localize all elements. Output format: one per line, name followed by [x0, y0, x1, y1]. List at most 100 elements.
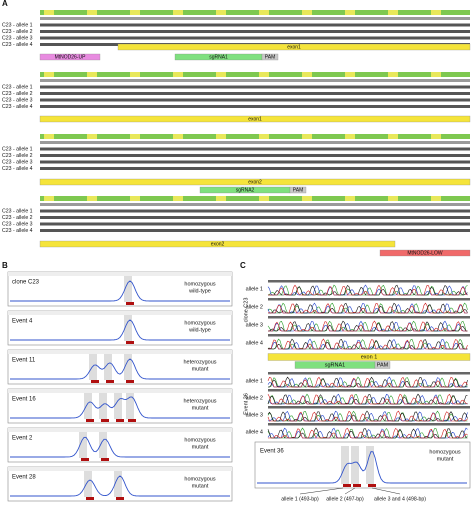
allele-label: allele 2 — [246, 304, 263, 310]
size-marker — [126, 341, 134, 344]
sequence — [40, 222, 470, 226]
size-marker — [86, 419, 94, 422]
sequence — [40, 154, 470, 157]
ruler-segment — [259, 134, 269, 139]
highlight — [89, 354, 97, 380]
row-label: C23 - allele 4 — [2, 166, 33, 172]
size-marker — [128, 419, 136, 422]
genotype: homozygous — [184, 281, 215, 287]
feature-bar — [374, 361, 391, 369]
base-calls — [268, 316, 470, 319]
trace — [257, 451, 467, 484]
axis-strip — [8, 428, 232, 432]
row-label: C23 - allele 1 — [2, 146, 33, 152]
ruler-segment — [302, 10, 312, 15]
ruler — [40, 134, 470, 139]
size-marker — [126, 380, 134, 383]
row-label: C23 - allele 3 — [2, 159, 33, 165]
size-marker — [101, 458, 109, 461]
ruler-segment — [216, 134, 226, 139]
trace — [267, 427, 468, 439]
genotype: homozygous — [184, 320, 215, 326]
base-calls — [268, 280, 470, 283]
ruler-segment — [173, 72, 183, 77]
ruler-segment — [259, 10, 269, 15]
ruler-segment — [259, 196, 269, 201]
sequence — [40, 167, 470, 170]
size-marker — [116, 419, 124, 422]
trace — [267, 427, 468, 439]
feature-bar — [39, 115, 471, 123]
axis-strip — [8, 311, 232, 315]
feature-label: PAM — [377, 362, 389, 368]
genotype: mutant — [192, 366, 209, 372]
trace — [267, 393, 468, 405]
trace — [267, 284, 468, 296]
trace — [268, 320, 468, 332]
genotype: mutant — [192, 405, 209, 411]
size-marker — [368, 484, 376, 487]
sequence — [40, 85, 470, 89]
row-label: C23 - allele 4 — [2, 104, 33, 110]
ruler-segment — [216, 196, 226, 201]
genotype: wild-type — [188, 288, 211, 294]
size-marker — [86, 497, 94, 500]
highlight — [99, 393, 107, 419]
allele-label: allele 1 — [246, 378, 263, 384]
row-label: C23 - allele 1 — [2, 208, 33, 214]
axis-strip — [8, 350, 232, 354]
axis-strip — [8, 272, 232, 276]
trace — [268, 338, 468, 350]
ruler — [40, 72, 470, 77]
base-calls — [268, 406, 470, 409]
highlight — [84, 393, 92, 419]
graph-label: Event 4 — [12, 319, 33, 325]
row-label: C23 - allele 2 — [2, 91, 33, 97]
allele-label: allele 2 — [246, 395, 263, 401]
chromatogram — [267, 423, 470, 439]
pointer — [299, 487, 344, 495]
base-calls — [268, 298, 470, 301]
highlight — [126, 393, 134, 419]
ruler-segment — [388, 72, 398, 77]
genotype: homozygous — [429, 449, 460, 455]
ruler-segment — [216, 10, 226, 15]
allele-size: allele 1 (493-bp) — [281, 496, 319, 502]
row-label: C23 - allele 1 — [2, 22, 33, 28]
trace — [10, 436, 230, 458]
ruler-segment — [345, 134, 355, 139]
size-marker — [116, 497, 124, 500]
feature-label: sgRNA2 — [236, 187, 255, 193]
feature-bar — [39, 178, 471, 186]
row-label: C23 - allele 3 — [2, 35, 33, 41]
ruler-segment — [216, 72, 226, 77]
ruler-segment — [431, 134, 441, 139]
ruler-segment — [130, 10, 140, 15]
ruler-segment — [44, 134, 54, 139]
graph-label: Event 16 — [12, 397, 36, 403]
ruler-segment — [173, 196, 183, 201]
allele-size: allele 2 (497-bp) — [326, 496, 364, 502]
ruler-segment — [130, 134, 140, 139]
consensus — [40, 203, 470, 206]
highlight — [341, 446, 349, 484]
sequence — [40, 105, 470, 108]
size-marker — [91, 380, 99, 383]
ruler-segment — [173, 134, 183, 139]
trace — [267, 410, 468, 422]
graph-label: Event 11 — [12, 358, 36, 364]
sequence — [40, 98, 470, 102]
sequence — [40, 30, 470, 33]
sequence — [40, 92, 470, 95]
ruler-segment — [388, 134, 398, 139]
genotype: heterozygous — [183, 398, 216, 404]
ruler-segment — [44, 72, 54, 77]
base-calls — [268, 389, 470, 392]
row-label: C23 - allele 4 — [2, 42, 33, 48]
trace — [268, 376, 468, 388]
